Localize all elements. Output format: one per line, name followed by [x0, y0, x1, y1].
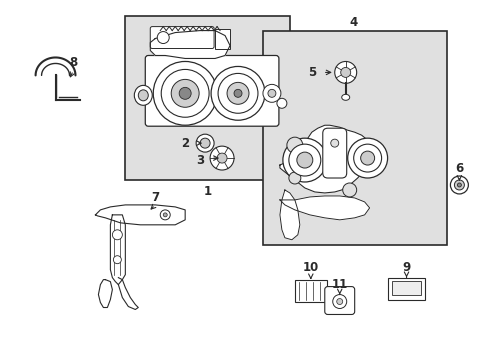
- Circle shape: [179, 87, 191, 99]
- Bar: [125, 15, 289, 180]
- Text: 3: 3: [196, 154, 204, 167]
- Circle shape: [288, 144, 320, 176]
- Text: 5: 5: [307, 66, 315, 79]
- Circle shape: [286, 137, 302, 153]
- Circle shape: [157, 32, 169, 44]
- Polygon shape: [279, 125, 369, 193]
- Circle shape: [161, 69, 209, 117]
- Circle shape: [456, 183, 461, 187]
- Ellipse shape: [276, 98, 286, 108]
- Circle shape: [160, 210, 170, 220]
- Polygon shape: [150, 31, 229, 58]
- Text: 11: 11: [331, 278, 347, 291]
- Circle shape: [296, 152, 312, 168]
- Ellipse shape: [138, 90, 148, 101]
- Text: 10: 10: [302, 261, 318, 274]
- Circle shape: [267, 89, 275, 97]
- Polygon shape: [110, 215, 125, 285]
- Circle shape: [226, 82, 248, 104]
- Circle shape: [153, 62, 217, 125]
- Circle shape: [163, 213, 167, 217]
- Text: 1: 1: [203, 185, 212, 198]
- FancyBboxPatch shape: [324, 287, 354, 315]
- Circle shape: [449, 176, 468, 194]
- Circle shape: [196, 134, 214, 152]
- Circle shape: [342, 183, 356, 197]
- Bar: [294, 280, 326, 302]
- Polygon shape: [118, 278, 138, 310]
- Circle shape: [112, 230, 122, 240]
- Circle shape: [211, 67, 264, 120]
- Circle shape: [336, 298, 342, 305]
- Circle shape: [210, 146, 234, 170]
- Circle shape: [171, 80, 199, 107]
- Polygon shape: [279, 196, 369, 220]
- Circle shape: [334, 62, 356, 84]
- Bar: [391, 280, 421, 294]
- Circle shape: [288, 172, 300, 184]
- Circle shape: [234, 89, 242, 97]
- Circle shape: [113, 256, 121, 264]
- Polygon shape: [98, 280, 112, 307]
- Text: 2: 2: [181, 137, 189, 150]
- Circle shape: [353, 144, 381, 172]
- Circle shape: [217, 153, 226, 163]
- Polygon shape: [95, 205, 185, 225]
- FancyBboxPatch shape: [150, 27, 214, 49]
- Circle shape: [330, 139, 338, 147]
- FancyBboxPatch shape: [322, 128, 346, 178]
- Ellipse shape: [341, 94, 349, 100]
- Circle shape: [347, 138, 387, 178]
- Circle shape: [283, 138, 326, 182]
- Ellipse shape: [134, 85, 152, 105]
- Circle shape: [453, 180, 464, 190]
- Bar: [215, 28, 229, 49]
- FancyBboxPatch shape: [145, 55, 278, 126]
- Circle shape: [340, 67, 350, 77]
- Bar: [263, 31, 447, 245]
- Text: 9: 9: [402, 261, 410, 274]
- Text: 7: 7: [151, 192, 159, 204]
- Circle shape: [218, 73, 258, 113]
- Bar: [387, 278, 425, 300]
- Polygon shape: [279, 190, 299, 240]
- Text: 8: 8: [69, 56, 78, 69]
- Circle shape: [360, 151, 374, 165]
- Text: 6: 6: [454, 162, 463, 175]
- Circle shape: [200, 138, 210, 148]
- Text: 4: 4: [349, 16, 357, 29]
- Circle shape: [263, 84, 280, 102]
- Circle shape: [332, 294, 346, 309]
